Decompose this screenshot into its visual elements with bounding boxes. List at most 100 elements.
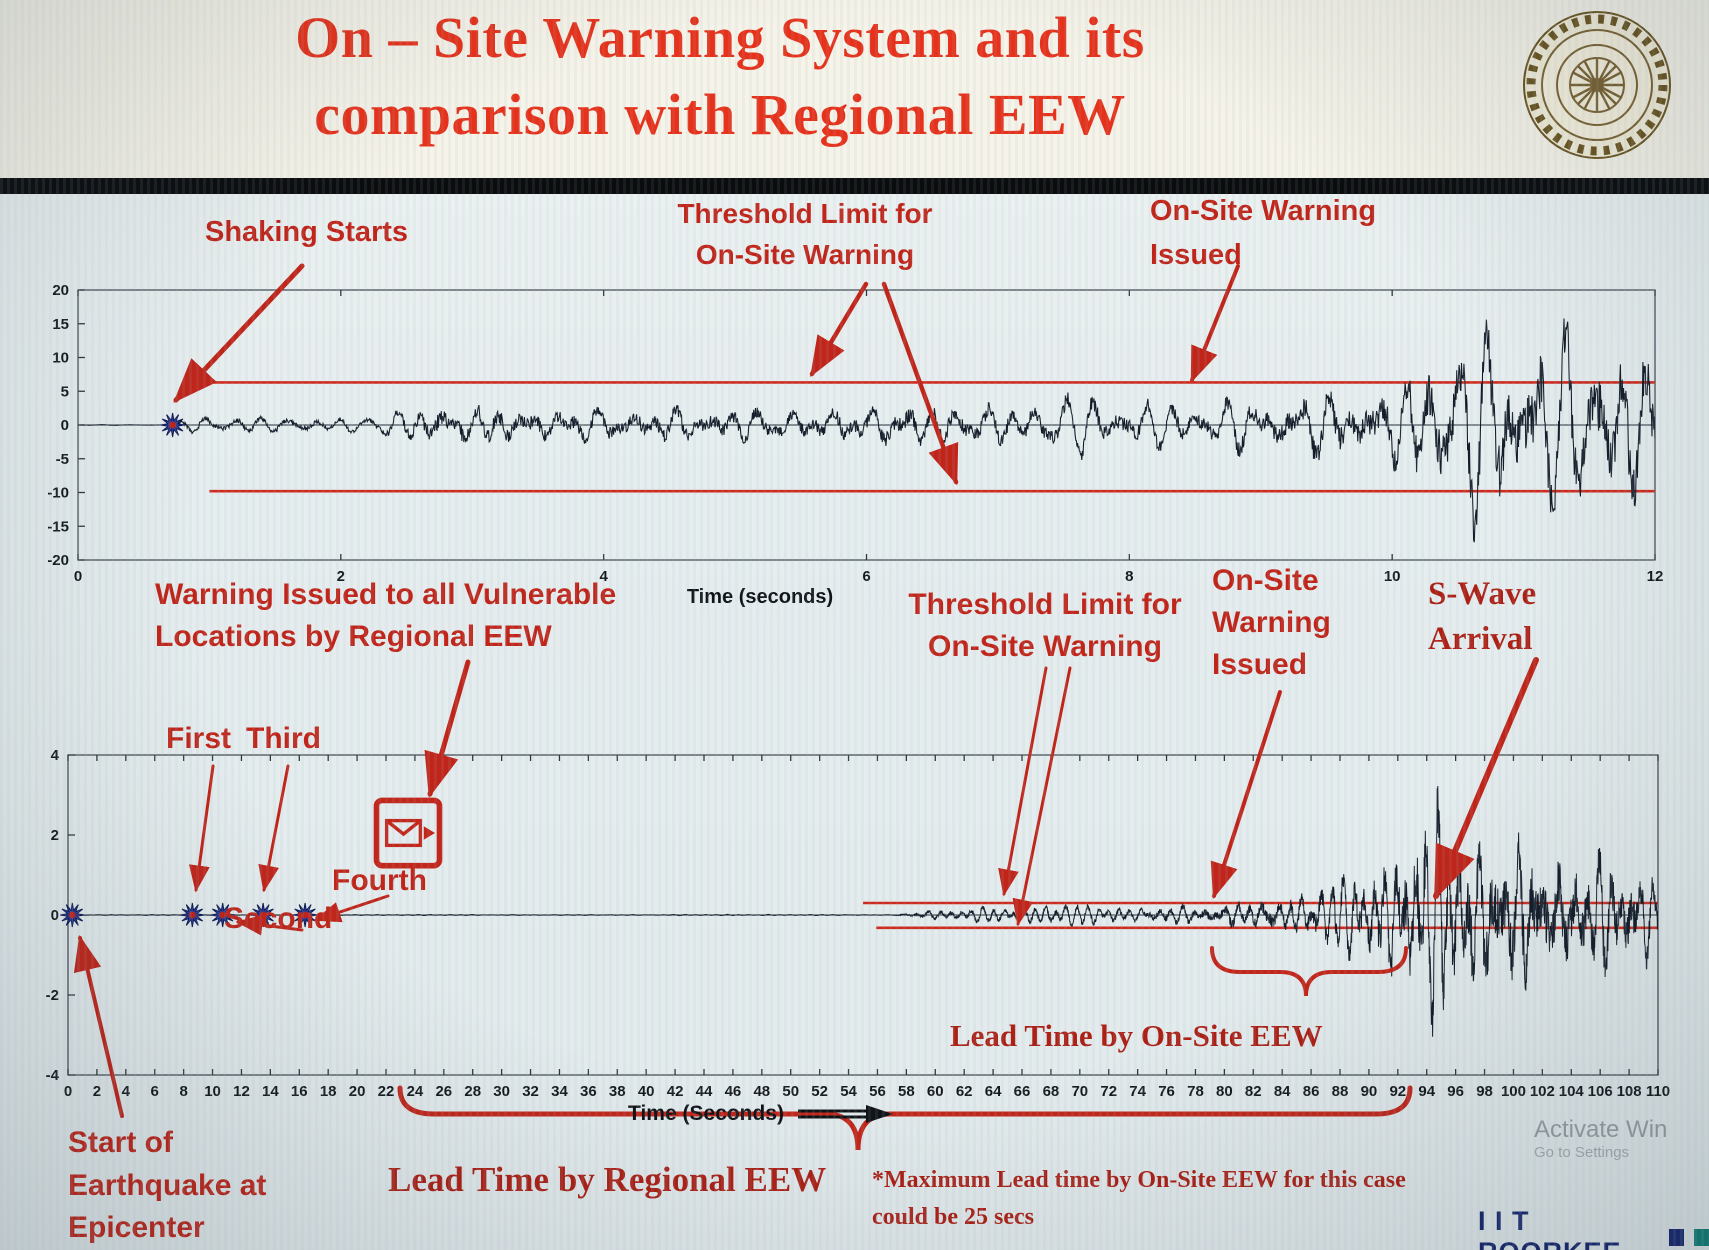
x-tick-label: 54 (840, 1083, 857, 1100)
label-onsite-issued-top-line2: Issued (1150, 238, 1242, 271)
x-tick-label: 4 (122, 1083, 131, 1100)
x-tick-label: 22 (378, 1083, 395, 1100)
x-tick-label: 102 (1530, 1083, 1555, 1100)
x-tick-label: 76 (1158, 1083, 1175, 1100)
y-tick-label: 2 (51, 827, 59, 844)
x-tick-label: 20 (349, 1083, 366, 1100)
label-start-epicenter-line1: Start of (68, 1126, 173, 1159)
brand-text: I I T ROORKEE (1478, 1206, 1621, 1250)
label-shaking-starts: Shaking Starts (205, 216, 409, 248)
x-tick-label: 64 (985, 1083, 1002, 1100)
x-tick-label: 28 (464, 1083, 481, 1100)
x-tick-label: 38 (609, 1083, 626, 1100)
bottom-seismogram-chart: 0 2 4 6 8 10 12 14 16 18 20 22 24 26 28 30 32 34 36 38 40 42 4… (46, 747, 1670, 1100)
x-tick-label: 66 (1014, 1083, 1031, 1100)
x-tick-label: 56 (869, 1083, 886, 1100)
x-tick-label: 44 (696, 1083, 713, 1100)
activation-watermark-line2: Go to Settings (1534, 1144, 1630, 1161)
label-start-epicenter-line2: Earthquake at (68, 1168, 267, 1202)
slide-title-line1: On – Site Warning System and its (295, 5, 1145, 70)
x-tick-label: 74 (1129, 1083, 1146, 1100)
x-tick-label: 12 (1647, 568, 1664, 585)
y-tick-label: -15 (47, 518, 69, 535)
x-tick-label: 110 (1646, 1083, 1670, 1100)
x-tick-label: 26 (435, 1083, 452, 1100)
y-tick-label: 15 (52, 316, 69, 333)
x-tick-label: 4 (599, 568, 608, 585)
x-tick-label: 8 (179, 1083, 187, 1100)
label-swave-line1: S-Wave (1428, 576, 1537, 612)
epicenter-star-center (188, 911, 196, 919)
x-tick-label: 80 (1216, 1083, 1233, 1100)
x-tick-label: 60 (927, 1083, 944, 1100)
label-regional-warning: Warning Issued to all Vulnerable Locatio… (155, 574, 616, 658)
x-tick-label: 96 (1447, 1083, 1464, 1100)
x-tick-label: 0 (64, 1083, 72, 1100)
epicenter-star-center (68, 911, 76, 919)
x-tick-label: 106 (1588, 1083, 1613, 1100)
x-tick-label: 98 (1476, 1083, 1493, 1100)
label-lead-time-onsite: Lead Time by On-Site EEW (950, 1018, 1323, 1053)
x-tick-label: 58 (898, 1083, 915, 1100)
label-start-epicenter-line3: Epicenter (68, 1211, 205, 1245)
label-onsite-issued-bottom-line1: On-Site (1212, 564, 1319, 597)
label-onsite-issued-top-line1: On-Site Warning (1150, 195, 1377, 227)
top-chart-x-axis-title: Time (seconds) (686, 586, 834, 608)
label-regional-warning-line2: Locations by Regional EEW (155, 620, 552, 653)
x-tick-label: 52 (811, 1083, 828, 1100)
x-tick-label: 86 (1303, 1083, 1320, 1100)
x-tick-label: 82 (1245, 1083, 1262, 1100)
label-fourth: Fourth (332, 864, 427, 897)
brand-square-teal-icon (1693, 1228, 1709, 1246)
seismogram-waveform (78, 318, 1655, 543)
x-tick-label: 2 (93, 1083, 101, 1100)
x-tick-label: 94 (1418, 1083, 1435, 1100)
label-onsite-issued-bottom: On-Site Warning Issued (1212, 560, 1331, 686)
x-tick-label: 14 (262, 1083, 279, 1100)
y-tick-label: -5 (56, 451, 69, 468)
label-threshold-bottom-line1: Threshold Limit for (908, 588, 1182, 621)
y-tick-label: 10 (52, 350, 69, 367)
x-tick-label: 12 (233, 1083, 250, 1100)
x-tick-label: 104 (1559, 1083, 1585, 1100)
label-lead-time-regional: Lead Time by Regional EEW (388, 1160, 827, 1199)
label-threshold-top-line1: Threshold Limit for (677, 198, 933, 229)
x-tick-label: 46 (725, 1083, 742, 1100)
label-threshold-bottom-line2: On-Site Warning (928, 630, 1162, 663)
epicenter-star-center (301, 911, 309, 919)
bottom-chart-x-axis-title: Time (Seconds) (628, 1102, 784, 1125)
x-tick-label: 32 (522, 1083, 539, 1100)
activation-watermark: Activate Win Go to Settings (1534, 1116, 1709, 1161)
y-tick-label: 5 (61, 383, 69, 400)
label-max-lead-note-line1: *Maximum Lead time by On-Site EEW for th… (872, 1167, 1406, 1193)
label-second: Second (224, 902, 333, 935)
y-tick-label: 0 (51, 907, 59, 924)
label-swave-arrival: S-Wave Arrival (1428, 572, 1536, 661)
x-tick-label: 30 (493, 1083, 510, 1100)
x-tick-label: 48 (753, 1083, 770, 1100)
y-tick-label: -4 (46, 1067, 60, 1084)
slide-title: On – Site Warning System and its compari… (0, 0, 1440, 153)
top-seismogram-chart: 0 2 4 6 8 10 12 20 15 10 5 0 -5 -10 -15 -20 (47, 282, 1664, 585)
y-tick-label: -10 (47, 485, 69, 502)
x-tick-label: 72 (1100, 1083, 1117, 1100)
y-tick-label: -20 (47, 552, 69, 569)
label-start-epicenter: Start of Earthquake at Epicenter (68, 1122, 266, 1250)
divider-bar (0, 178, 1709, 194)
label-first: First (166, 722, 232, 755)
x-tick-label: 92 (1389, 1083, 1406, 1100)
label-third: Third (246, 722, 321, 755)
warning-message-icon (373, 797, 443, 869)
iit-roorkee-logo-icon (1523, 11, 1671, 159)
x-tick-label: 68 (1043, 1083, 1060, 1100)
x-tick-label: 40 (638, 1083, 655, 1100)
y-tick-label: 4 (51, 747, 60, 764)
x-tick-label: 10 (204, 1083, 221, 1100)
x-tick-label: 62 (956, 1083, 973, 1100)
x-tick-label: 0 (74, 568, 82, 585)
label-onsite-issued-bottom-line3: Issued (1212, 648, 1308, 681)
label-threshold-bottom: Threshold Limit for On-Site Warning (895, 584, 1195, 668)
x-tick-label: 78 (1187, 1083, 1204, 1100)
x-tick-label: 24 (407, 1083, 424, 1100)
x-tick-label: 88 (1332, 1083, 1349, 1100)
